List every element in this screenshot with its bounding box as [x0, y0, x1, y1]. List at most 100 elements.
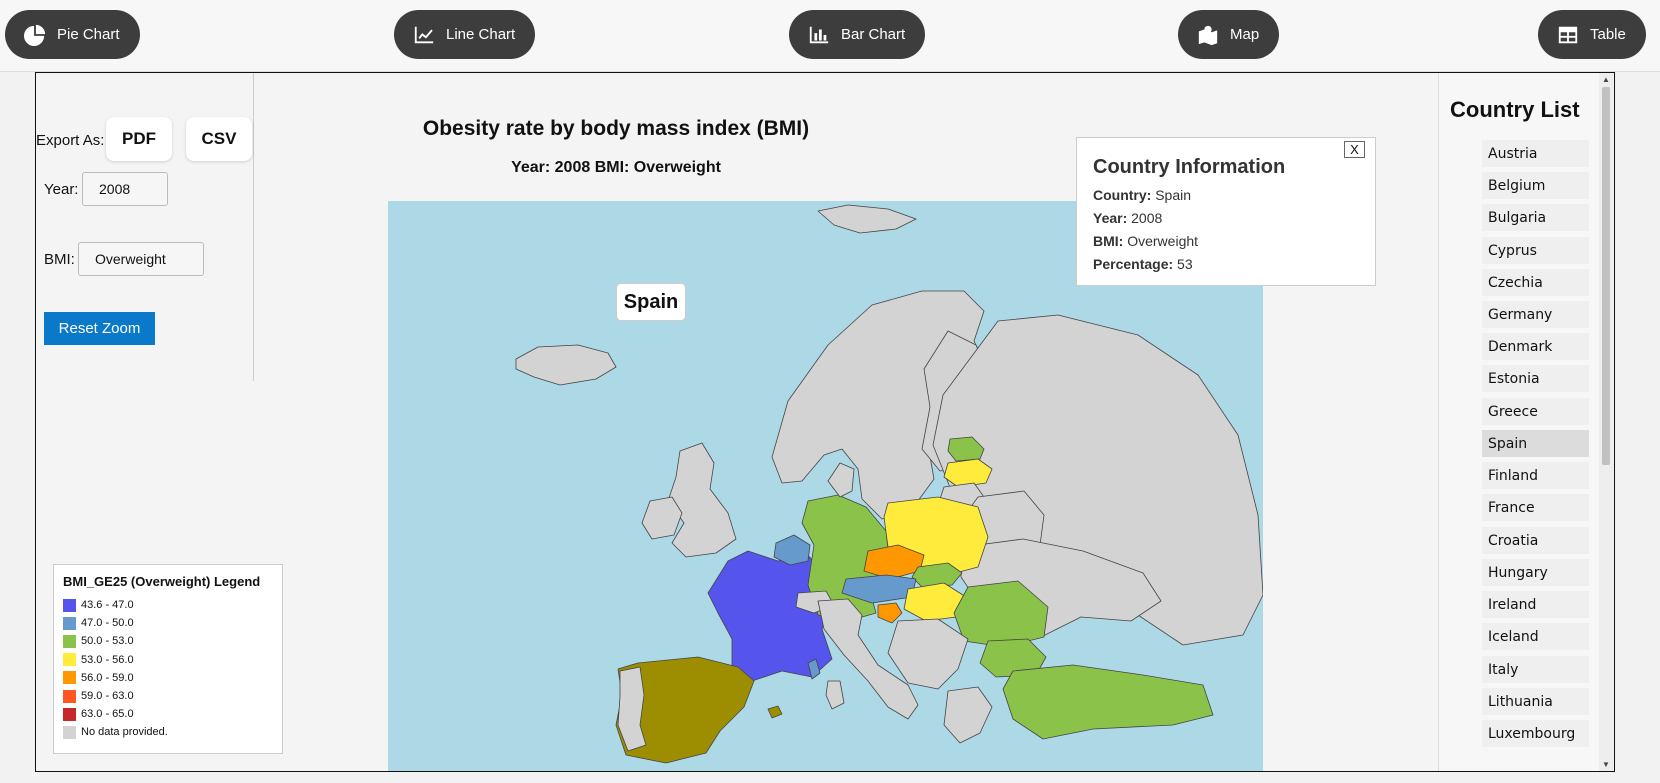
country-item[interactable]: Greece	[1482, 398, 1589, 425]
legend-label: 43.6 - 47.0	[81, 599, 134, 612]
export-label: Export As:	[36, 132, 105, 149]
map-legend: BMI_GE25 (Overweight) Legend 43.6 - 47.0…	[53, 564, 283, 754]
country-italy[interactable]	[817, 598, 919, 720]
country-item[interactable]: Cyprus	[1482, 237, 1589, 264]
info-country-row: Country: Spain	[1093, 187, 1359, 210]
bmi-input[interactable]: Overweight	[78, 242, 204, 276]
legend-label: No data provided.	[81, 726, 168, 739]
country-item[interactable]: Denmark	[1482, 333, 1589, 360]
country-estonia[interactable]	[947, 436, 985, 462]
info-title: Country Information	[1093, 156, 1286, 178]
reset-zoom-button[interactable]: Reset Zoom	[44, 312, 155, 345]
legend-item: 47.0 - 50.0	[63, 614, 273, 632]
bmi-label: BMI:	[44, 251, 75, 268]
country-greece[interactable]	[943, 686, 993, 744]
line-chart-icon	[414, 26, 434, 43]
country-turkey[interactable]	[1002, 664, 1214, 740]
country-item[interactable]: Finland	[1482, 462, 1589, 489]
scroll-down-icon[interactable]: ▼	[1602, 760, 1610, 769]
country-item[interactable]: Italy	[1482, 656, 1589, 683]
info-country-value: Spain	[1155, 187, 1192, 203]
country-item[interactable]: Luxembourg	[1482, 720, 1589, 747]
country-latvia[interactable]	[943, 458, 993, 488]
legend-label: 53.0 - 56.0	[81, 653, 134, 666]
map-button[interactable]: Map	[1178, 10, 1280, 59]
info-year-value: 2008	[1131, 210, 1163, 226]
europe-map[interactable]	[388, 201, 1263, 771]
country-scandinavia[interactable]	[771, 290, 989, 520]
country-item[interactable]: Bulgaria	[1482, 204, 1589, 231]
country-item[interactable]: Estonia	[1482, 365, 1589, 392]
country-svalbard[interactable]	[817, 204, 917, 234]
pie-chart-button[interactable]: Pie Chart	[5, 10, 140, 59]
legend-item: 43.6 - 47.0	[63, 596, 273, 614]
pie-chart-label: Pie Chart	[57, 26, 120, 43]
country-list-panel: Country List Austria Belgium Bulgaria Cy…	[1438, 73, 1613, 771]
country-item[interactable]: Austria	[1482, 140, 1589, 167]
bar-chart-label: Bar Chart	[841, 26, 906, 43]
country-belgium[interactable]	[773, 534, 811, 566]
country-item[interactable]: Ireland	[1482, 591, 1589, 618]
table-label: Table	[1590, 26, 1626, 43]
legend-item: 56.0 - 59.0	[63, 669, 273, 687]
year-input[interactable]: 2008	[82, 172, 168, 206]
close-button[interactable]: X	[1344, 141, 1365, 158]
info-bmi-key: BMI:	[1093, 233, 1124, 249]
legend-item: 50.0 - 53.0	[63, 632, 273, 650]
country-item[interactable]: Croatia	[1482, 527, 1589, 554]
legend-swatch	[63, 598, 76, 612]
info-percentage-key: Percentage:	[1093, 256, 1174, 272]
line-chart-button[interactable]: Line Chart	[394, 10, 536, 59]
country-item[interactable]: France	[1482, 494, 1589, 521]
country-item[interactable]: Czechia	[1482, 269, 1589, 296]
country-denmark[interactable]	[827, 462, 855, 498]
legend-swatch	[63, 653, 76, 667]
legend-swatch	[63, 671, 76, 685]
country-item[interactable]: Hungary	[1482, 559, 1589, 586]
country-item-active[interactable]: Spain	[1482, 430, 1589, 457]
scrollbar-thumb[interactable]	[1602, 87, 1610, 465]
map-svg[interactable]	[388, 201, 1263, 771]
country-balearic[interactable]	[767, 705, 783, 719]
country-item[interactable]: Iceland	[1482, 623, 1589, 650]
country-item[interactable]: Germany	[1482, 301, 1589, 328]
line-chart-label: Line Chart	[446, 26, 516, 43]
scroll-up-icon[interactable]: ▲	[1602, 75, 1610, 84]
map-hover-label: Spain	[616, 283, 686, 321]
top-nav: Pie Chart Line Chart Bar Chart Map Table	[0, 0, 1660, 72]
bar-chart-icon	[809, 26, 829, 43]
table-button[interactable]: Table	[1538, 10, 1646, 59]
country-balkans[interactable]	[887, 618, 969, 690]
country-info-popup: X Country Information Country: Spain Yea…	[1076, 137, 1376, 286]
chart-title: Obesity rate by body mass index (BMI)	[422, 117, 810, 140]
info-country-key: Country:	[1093, 187, 1152, 203]
legend-swatch	[63, 634, 76, 648]
country-portugal[interactable]	[617, 666, 647, 752]
country-list-scrollbar[interactable]: ▲ ▼	[1599, 73, 1613, 771]
controls-panel: Export As: PDF CSV Year: 2008 BMI: Overw…	[36, 73, 254, 381]
legend-item: 59.0 - 63.0	[63, 687, 273, 705]
info-bmi-row: BMI: Overweight	[1093, 233, 1359, 256]
country-sardinia[interactable]	[825, 680, 845, 710]
country-corsica[interactable]	[807, 658, 821, 680]
legend-title: BMI_GE25 (Overweight) Legend	[63, 574, 261, 589]
country-ireland[interactable]	[641, 496, 683, 540]
map-label: Map	[1230, 26, 1260, 43]
country-slovakia[interactable]	[911, 562, 963, 588]
country-iceland[interactable]	[515, 344, 617, 386]
legend-swatch	[63, 689, 76, 703]
info-percentage-row: Percentage: 53	[1093, 256, 1359, 279]
export-pdf-button[interactable]: PDF	[106, 117, 172, 161]
country-uk[interactable]	[667, 442, 737, 558]
legend-label: 63.0 - 65.0	[81, 708, 134, 721]
info-year-key: Year:	[1093, 210, 1128, 226]
info-year-row: Year: 2008	[1093, 210, 1359, 233]
country-slovenia[interactable]	[877, 602, 903, 624]
year-label: Year:	[44, 181, 79, 198]
bar-chart-button[interactable]: Bar Chart	[789, 10, 926, 59]
info-percentage-value: 53	[1177, 256, 1193, 272]
country-item[interactable]: Belgium	[1482, 172, 1589, 199]
country-item[interactable]: Lithuania	[1482, 688, 1589, 715]
export-csv-button[interactable]: CSV	[186, 117, 252, 161]
pie-chart-icon	[24, 24, 46, 46]
